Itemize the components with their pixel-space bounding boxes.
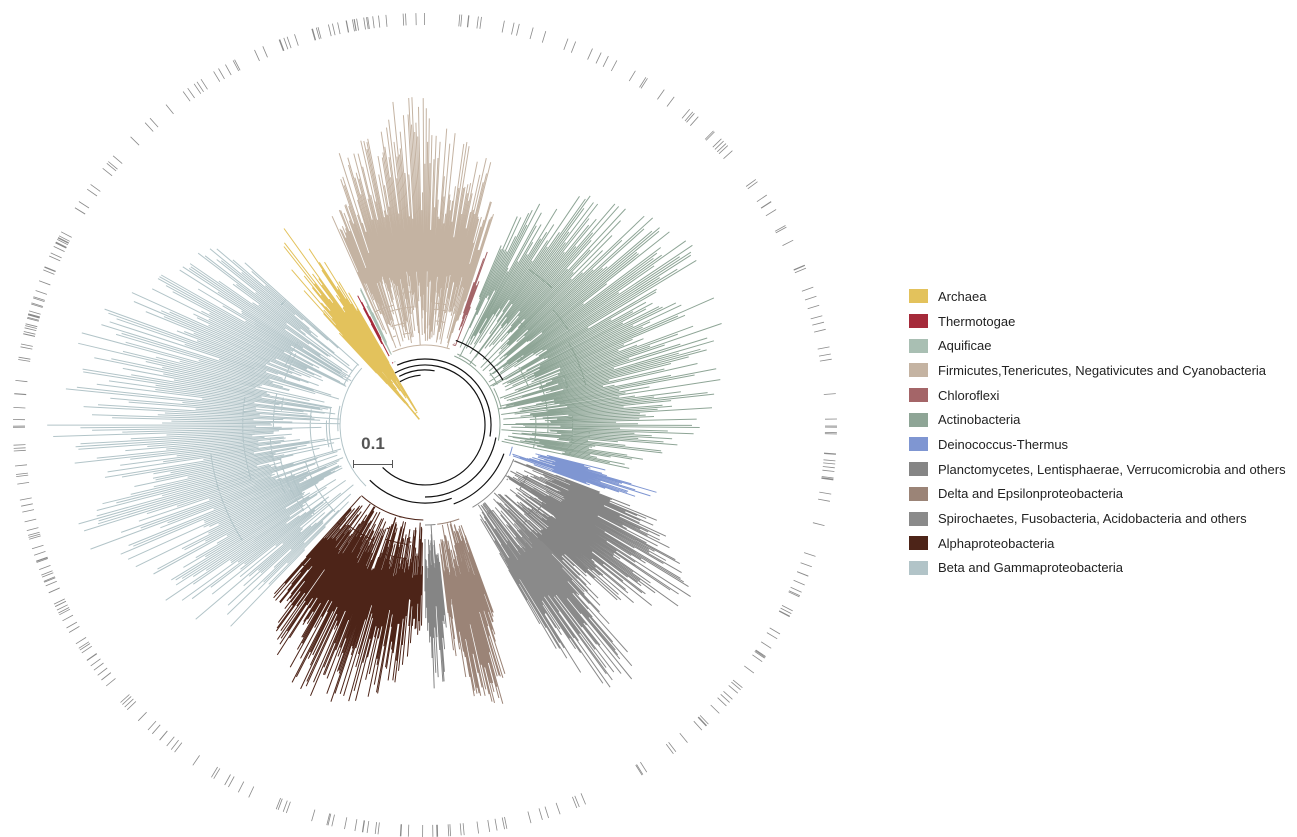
legend-swatch	[909, 388, 928, 403]
legend-swatch	[909, 363, 928, 378]
clade-branches	[424, 524, 447, 689]
legend-item-alphaproteobacteria: Alphaproteobacteria	[909, 531, 1286, 556]
legend-item-spirochaetes: Spirochaetes, Fusobacteria, Acidobacteri…	[909, 506, 1286, 531]
scale-bar-label: 0.1	[361, 434, 385, 453]
clade-branches	[452, 251, 488, 347]
legend-label: Delta and Epsilonproteobacteria	[938, 486, 1124, 502]
legend-item-beta-gamma: Beta and Gammaproteobacteria	[909, 556, 1286, 581]
clade-branches	[47, 248, 367, 627]
legend-swatch	[909, 338, 928, 353]
legend-label: Deinococcus-Thermus	[938, 436, 1069, 452]
legend-label: Beta and Gammaproteobacteria	[938, 560, 1123, 576]
phylogenetic-tree	[12, 13, 838, 837]
legend-label: Archaea	[938, 288, 987, 304]
clade-thermotogae	[357, 295, 394, 364]
clade-branches	[357, 295, 394, 364]
legend: Archaea Thermotogae Aquificae Firmicutes…	[909, 284, 1286, 580]
clade-deinococcus-thermus	[509, 446, 657, 497]
clade-branches	[360, 288, 396, 363]
clade-chloroflexi	[452, 251, 488, 347]
clade-planctomycetes	[424, 524, 447, 689]
clade-beta	[47, 248, 367, 627]
scale-bar: 0.1	[350, 434, 396, 468]
backbone-arcs	[369, 339, 505, 505]
legend-swatch	[909, 486, 928, 501]
legend-swatch	[909, 437, 928, 452]
clade-branches	[273, 495, 424, 702]
clade-planctomycetes	[491, 458, 691, 607]
legend-item-chloroflexi: Chloroflexi	[909, 383, 1286, 408]
clade-branches	[491, 458, 691, 607]
clade-actinobacteria	[454, 195, 722, 469]
legend-swatch	[909, 560, 928, 575]
legend-label: Actinobacteria	[938, 412, 1021, 428]
legend-label: Chloroflexi	[938, 387, 1000, 403]
legend-swatch	[909, 314, 928, 329]
outer-marker-ring	[12, 13, 838, 837]
legend-label: Aquificae	[938, 338, 992, 354]
clade-branches	[509, 446, 657, 497]
clade-branches	[331, 97, 494, 353]
legend-item-planctomycetes: Planctomycetes, Lentisphaerae, Verrucomi…	[909, 457, 1286, 482]
clade-branches	[472, 491, 633, 688]
tree-clades	[47, 97, 722, 704]
legend-item-delta-epsilon: Delta and Epsilonproteobacteria	[909, 482, 1286, 507]
legend-label: Alphaproteobacteria	[938, 535, 1055, 551]
clade-aquificae	[360, 288, 396, 363]
clade-firmicutes	[331, 97, 494, 353]
legend-swatch	[909, 511, 928, 526]
legend-swatch	[909, 289, 928, 304]
outer-ring-ticks	[12, 13, 838, 837]
clade-spirochaetes	[472, 491, 633, 688]
legend-swatch	[909, 536, 928, 551]
archaea-root-branch	[363, 351, 420, 420]
legend-label: Thermotogae	[938, 313, 1016, 329]
clade-delta	[437, 518, 506, 704]
legend-swatch	[909, 462, 928, 477]
legend-item-aquificae: Aquificae	[909, 333, 1286, 358]
scale-bar-line	[350, 460, 396, 468]
clade-branches	[454, 195, 722, 469]
legend-item-firmicutes: Firmicutes,Tenericutes, Negativicutes an…	[909, 358, 1286, 383]
clade-alphaproteobacteria	[273, 495, 424, 702]
legend-item-thermotogae: Thermotogae	[909, 309, 1286, 334]
tree-backbone	[369, 339, 505, 505]
legend-label: Spirochaetes, Fusobacteria, Acidobacteri…	[938, 511, 1247, 527]
legend-label: Planctomycetes, Lentisphaerae, Verrucomi…	[938, 461, 1286, 477]
legend-item-deinococcus: Deinococcus-Thermus	[909, 432, 1286, 457]
legend-swatch	[909, 412, 928, 427]
legend-item-actinobacteria: Actinobacteria	[909, 407, 1286, 432]
legend-label: Firmicutes,Tenericutes, Negativicutes an…	[938, 362, 1267, 378]
clade-branches	[437, 518, 506, 704]
legend-item-archaea: Archaea	[909, 284, 1286, 309]
